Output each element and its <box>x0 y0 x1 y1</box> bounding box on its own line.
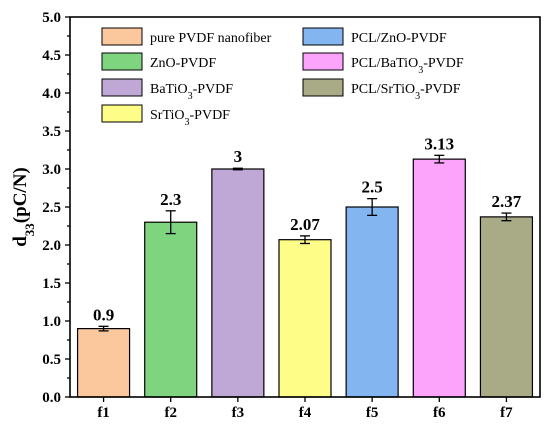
bar-f5 <box>345 206 399 398</box>
bar-f3 <box>211 168 265 398</box>
legend-swatch-7 <box>101 104 143 123</box>
bar-f4 <box>278 239 332 398</box>
plot-frame <box>69 16 541 398</box>
y-axis-title-sub: 33 <box>22 223 37 237</box>
legend-swatch-2 <box>302 27 344 46</box>
x-tick-label-f5: f5 <box>366 405 379 421</box>
y-tick-label-4.5: 4.5 <box>42 48 61 64</box>
bar-f2 <box>144 221 198 398</box>
legend: pure PVDF nanofiber PCL/ZnO-PVDF ZnO-PVDF P… <box>101 27 464 128</box>
y-tick-label-2.0: 2.0 <box>42 238 61 254</box>
legend-swatch-5 <box>101 78 143 97</box>
x-tick-label-f3: f3 <box>232 405 245 421</box>
y-tick-label-5.0: 5.0 <box>42 10 61 26</box>
x-tick-label-f1: f1 <box>97 405 110 421</box>
y-axis-title: d33(pC/N) <box>10 167 37 247</box>
legend-label-5: BaTiO3-PVDF <box>150 82 233 102</box>
data-label-f4: 2.07 <box>290 215 320 234</box>
legend-swatch-4 <box>302 52 344 71</box>
x-tick-label-f4: f4 <box>299 405 312 421</box>
x-tick-label-f7: f7 <box>500 405 513 421</box>
y-tick-label-0.0: 0.0 <box>42 390 61 406</box>
legend-label-1: pure PVDF nanofiber <box>150 31 272 46</box>
x-tick-label-f2: f2 <box>164 405 177 421</box>
legend-swatch-1 <box>101 27 143 46</box>
legend-label-7: SrTiO3-PVDF <box>150 108 230 128</box>
data-label-f2: 2.3 <box>160 190 181 209</box>
data-label-f6: 3.13 <box>424 134 454 153</box>
data-label-f7: 2.37 <box>492 192 522 211</box>
y-tick-label-3.0: 3.0 <box>42 162 61 178</box>
data-label-f5: 2.5 <box>362 178 383 197</box>
y-axis-title-main: d <box>10 236 31 247</box>
legend-label-4: PCL/BaTiO3-PVDF <box>351 56 464 76</box>
bar-f1 <box>76 328 131 398</box>
y-axis-title-tail: (pC/N) <box>10 167 31 223</box>
legend-label-6: PCL/SrTiO3-PVDF <box>351 82 461 102</box>
y-tick-label-0.5: 0.5 <box>42 352 61 368</box>
y-tick-label-1.0: 1.0 <box>42 314 61 330</box>
data-label-f3: 3 <box>234 147 243 166</box>
legend-swatch-3 <box>101 52 143 71</box>
bar-f7 <box>479 216 534 398</box>
axes-layer: f1 f2 f3 f4 f5 f6 f7 0.0 0.5 1.0 1.5 2.0 2.5 3.0 3.5 4.… <box>42 10 541 421</box>
bars-layer: 0.9 2.3 3 2.07 2.5 3.13 2.37 <box>76 134 534 398</box>
data-label-f1: 0.9 <box>93 305 114 324</box>
y-tick-label-2.5: 2.5 <box>42 200 61 216</box>
x-tick-label-f6: f6 <box>433 405 446 421</box>
y-tick-label-3.5: 3.5 <box>42 124 61 140</box>
bar-f6 <box>412 158 466 398</box>
y-tick-label-1.5: 1.5 <box>42 276 61 292</box>
legend-label-3: ZnO-PVDF <box>150 56 216 71</box>
y-tick-label-4.0: 4.0 <box>42 86 61 102</box>
legend-swatch-6 <box>302 78 344 97</box>
legend-label-2: PCL/ZnO-PVDF <box>351 31 447 46</box>
